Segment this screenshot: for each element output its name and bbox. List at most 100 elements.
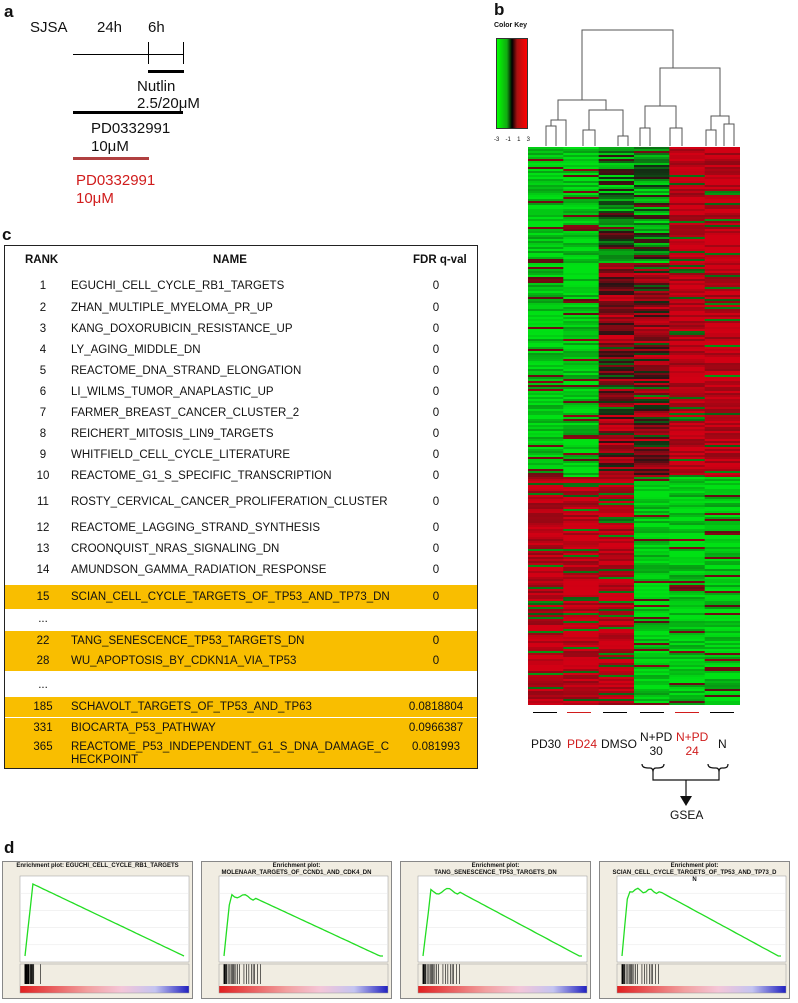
heatmap-cell (669, 327, 705, 329)
heatmap-cell (669, 593, 705, 595)
heatmap-cell (704, 685, 740, 687)
heatmap-cell (598, 203, 635, 205)
fdr-cell: 0.081993 (412, 741, 460, 753)
heatmap-cell (563, 259, 599, 261)
heatmap-cell (704, 603, 740, 605)
heatmap-cell (563, 153, 599, 155)
heatmap-cell (528, 381, 564, 383)
heatmap-cell (634, 427, 670, 429)
heatmap-cell (528, 333, 564, 335)
heatmap-cell (634, 691, 670, 693)
heatmap-cell (598, 357, 635, 359)
heatmap-cell (598, 295, 635, 297)
gene-set-name-cell: AMUNDSON_GAMMA_RADIATION_RESPONSE (71, 563, 327, 576)
heatmap-cell (704, 647, 740, 649)
heatmap-cell (634, 647, 670, 649)
heatmap-cell (528, 255, 564, 257)
heatmap-cell (669, 673, 705, 675)
heatmap-cell (704, 537, 740, 539)
heatmap-cell (704, 419, 740, 421)
heatmap-cell (669, 355, 705, 357)
heatmap-cell (634, 593, 670, 595)
heatmap-cell (634, 419, 670, 421)
heatmap-cell (669, 177, 705, 179)
heatmap-cell (563, 323, 599, 325)
heatmap-cell (634, 415, 670, 417)
heatmap-cell (563, 167, 599, 169)
enrichment-plot-svg (218, 875, 389, 994)
heatmap-cell (563, 623, 599, 625)
heatmap-cell (704, 409, 740, 411)
heatmap-cell (563, 665, 599, 667)
heatmap-cell (634, 545, 670, 547)
heatmap-cell (669, 215, 705, 217)
heatmap-cell (634, 339, 670, 341)
col-label-pd24: PD24 (567, 737, 598, 751)
heatmap-cell (528, 337, 564, 339)
heatmap-cell (563, 205, 599, 207)
heatmap-cell (634, 697, 670, 699)
heatmap-cell (598, 383, 635, 385)
heatmap-cell (669, 179, 705, 181)
heatmap-cell (669, 497, 705, 499)
heatmap-cell (563, 159, 599, 161)
heatmap-cell (704, 635, 740, 637)
heatmap-cell (598, 465, 635, 467)
heatmap-cell (528, 329, 564, 331)
heatmap-cell (669, 269, 705, 271)
heatmap-cell (598, 637, 635, 639)
heatmap-cell (704, 489, 740, 491)
heatmap-cell (669, 281, 705, 283)
pd-red-bar (73, 157, 149, 160)
heatmap-cell (563, 531, 599, 533)
heatmap-cell (598, 623, 635, 625)
heatmap-cell (563, 359, 599, 361)
heatmap-cell (634, 261, 670, 263)
heatmap-cell (598, 559, 635, 561)
heatmap-cell (704, 597, 740, 599)
heatmap-cell (669, 453, 705, 455)
heatmap-cell (528, 475, 564, 477)
heatmap-cell (669, 219, 705, 221)
heatmap-cell (528, 483, 564, 485)
header-fdr: FDR q-val (413, 254, 467, 266)
heatmap-cell (669, 547, 705, 549)
heatmap-cell (528, 661, 564, 663)
heatmap-cell (598, 223, 635, 225)
heatmap-cell (704, 235, 740, 237)
rank-cell: 6 (39, 385, 47, 398)
heatmap-cell (598, 265, 635, 267)
heatmap-cell (704, 183, 740, 185)
heatmap-cell (669, 445, 705, 447)
heatmap-cell (563, 427, 599, 429)
col-underline (567, 712, 591, 713)
heatmap-cell (528, 287, 564, 289)
heatmap-cell (704, 379, 740, 381)
heatmap-cell (563, 211, 599, 213)
heatmap-cell (669, 609, 705, 611)
heatmap-cell (563, 663, 599, 665)
heatmap-cell (704, 179, 740, 181)
heatmap-cell (634, 185, 670, 187)
heatmap-cell (669, 495, 705, 497)
heatmap-cell (563, 341, 599, 343)
nutlin-bar (148, 70, 184, 73)
heatmap-cell (563, 365, 599, 367)
heatmap-cell (634, 367, 670, 369)
heatmap-cell (563, 549, 599, 551)
heatmap-cell (528, 615, 564, 617)
heatmap-cell (598, 307, 635, 309)
heatmap-cell (528, 315, 564, 317)
heatmap-cell (528, 207, 564, 209)
heatmap-cell (598, 443, 635, 445)
heatmap-cell (634, 359, 670, 361)
heatmap-cell (563, 305, 599, 307)
heatmap-cell (704, 155, 740, 157)
heatmap-cell (598, 515, 635, 517)
heatmap-cell (563, 491, 599, 493)
heatmap-cell (669, 555, 705, 557)
heatmap-cell (704, 421, 740, 423)
heatmap-cell (669, 407, 705, 409)
heatmap-cell (598, 379, 635, 381)
heatmap-cell (704, 601, 740, 603)
